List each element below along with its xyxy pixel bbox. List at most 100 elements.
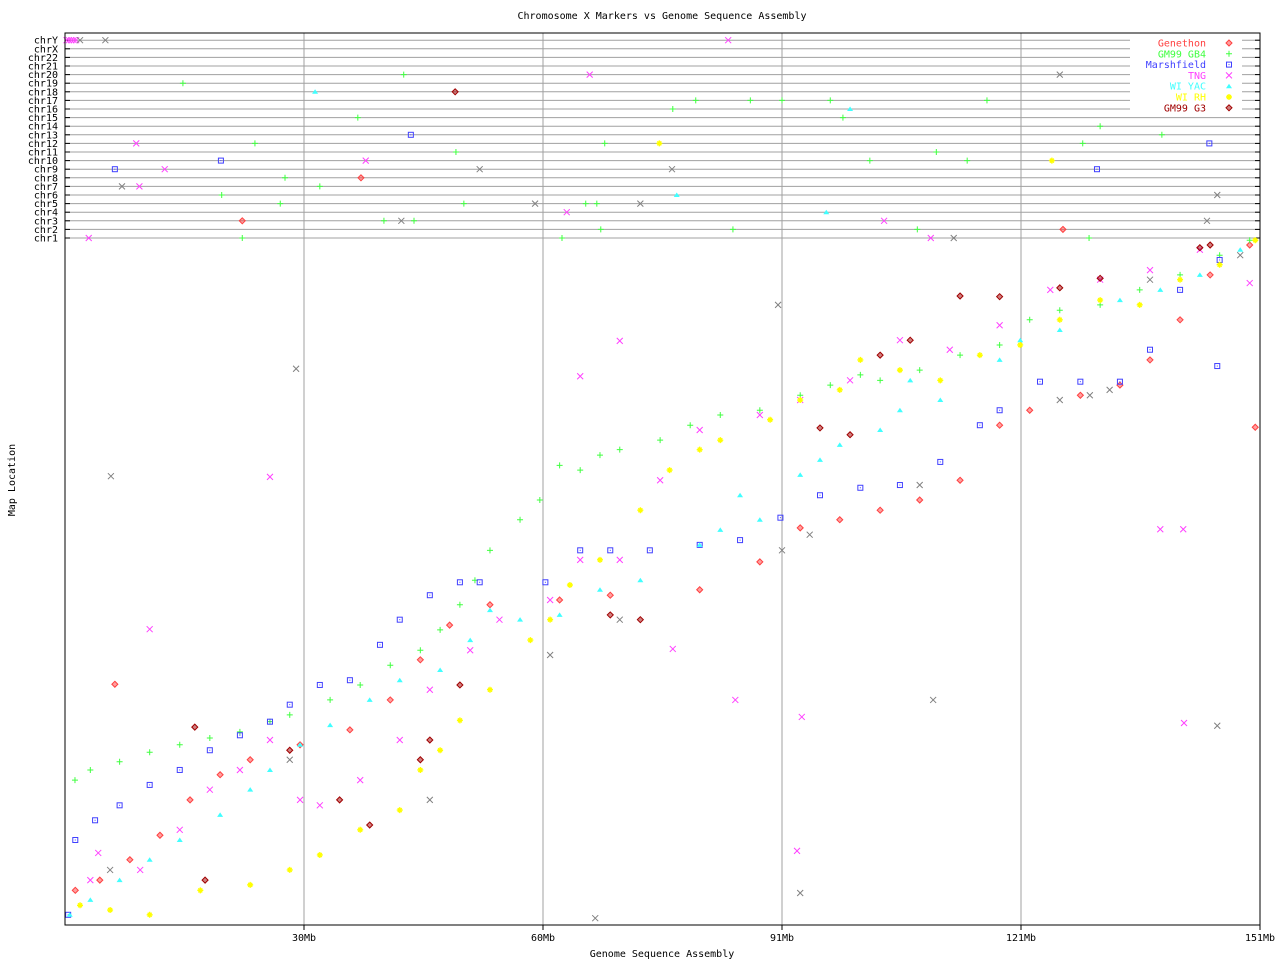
square-marker bbox=[111, 166, 118, 173]
square-marker bbox=[266, 718, 273, 725]
chromosome-label: chr14 bbox=[28, 122, 58, 133]
data-point bbox=[915, 496, 924, 504]
legend-label: Genethon bbox=[1158, 39, 1206, 50]
data-point bbox=[637, 507, 644, 514]
square-marker-dot bbox=[579, 549, 581, 551]
data-point bbox=[316, 851, 323, 858]
data-point bbox=[327, 696, 334, 703]
data-point bbox=[486, 547, 493, 554]
chromosome-data-point bbox=[933, 149, 940, 155]
data-point bbox=[577, 547, 584, 554]
data-point bbox=[416, 756, 425, 764]
data-point bbox=[896, 407, 903, 413]
chromosome-data-point bbox=[380, 217, 387, 224]
chromosome-label: chr2 bbox=[34, 225, 58, 236]
data-point bbox=[542, 579, 549, 586]
chromosome-data-point bbox=[400, 71, 407, 78]
data-point bbox=[116, 802, 123, 809]
square-marker-dot bbox=[399, 619, 401, 621]
chromosome-data-point bbox=[362, 157, 370, 164]
x-tick-label: 121Mb bbox=[1006, 933, 1036, 944]
data-point bbox=[71, 886, 79, 895]
data-point bbox=[1146, 266, 1154, 274]
square-marker-dot bbox=[939, 461, 941, 463]
chromosome-data-point bbox=[238, 217, 246, 225]
chromosome-data-point bbox=[673, 192, 680, 197]
square-marker-dot bbox=[1208, 142, 1210, 144]
data-point bbox=[1146, 356, 1154, 364]
data-point bbox=[857, 356, 864, 363]
data-point bbox=[929, 696, 937, 704]
square-marker-dot bbox=[1216, 365, 1218, 367]
chromosome-data-point bbox=[411, 217, 418, 224]
chromosome-label: chr3 bbox=[34, 216, 58, 227]
square-marker bbox=[346, 677, 353, 684]
data-point bbox=[836, 516, 844, 524]
square-marker-dot bbox=[609, 549, 611, 551]
data-point bbox=[365, 821, 374, 829]
chromosome-data-point bbox=[239, 235, 246, 241]
data-point bbox=[386, 696, 394, 704]
data-point bbox=[266, 718, 273, 725]
data-point bbox=[286, 756, 294, 764]
chromosome-data-point bbox=[70, 36, 78, 44]
data-point bbox=[426, 736, 434, 744]
data-point bbox=[1046, 286, 1054, 294]
square-marker-dot bbox=[74, 839, 76, 841]
data-point bbox=[486, 686, 493, 693]
data-point bbox=[737, 537, 744, 544]
data-point bbox=[1196, 272, 1203, 277]
square-marker bbox=[92, 817, 99, 824]
y-axis-label: Map Location bbox=[7, 444, 18, 516]
chromosome-data-point bbox=[880, 217, 888, 225]
chromosome-data-point bbox=[452, 149, 459, 155]
data-point bbox=[1056, 327, 1063, 332]
data-point bbox=[696, 446, 703, 453]
square-marker bbox=[1146, 346, 1153, 353]
data-point bbox=[731, 696, 739, 704]
data-point bbox=[857, 484, 864, 491]
square-marker-dot bbox=[239, 734, 241, 736]
data-point bbox=[466, 646, 474, 654]
square-marker bbox=[1214, 363, 1221, 370]
data-point bbox=[796, 524, 804, 532]
data-point bbox=[1180, 719, 1188, 727]
data-point bbox=[1177, 276, 1184, 283]
square-marker bbox=[456, 579, 463, 586]
legend-marker bbox=[1226, 50, 1232, 57]
chromosome-label: chr19 bbox=[28, 79, 58, 90]
square-marker-dot bbox=[544, 581, 546, 583]
data-point bbox=[767, 416, 774, 423]
data-point bbox=[316, 801, 324, 809]
chromosome-data-point bbox=[102, 36, 109, 44]
square-marker-dot bbox=[649, 549, 651, 551]
chromosome-data-point bbox=[65, 36, 73, 44]
chromosome-data-point bbox=[136, 183, 143, 190]
chromosome-data-point bbox=[729, 226, 736, 233]
chromosome-data-point bbox=[1079, 140, 1086, 147]
legend-marker bbox=[1226, 61, 1232, 68]
chromosome-points bbox=[63, 36, 1221, 242]
square-marker bbox=[607, 547, 614, 554]
gridlines bbox=[303, 33, 1022, 925]
data-point bbox=[247, 787, 254, 792]
data-point bbox=[536, 497, 543, 503]
chromosome-label: chr18 bbox=[28, 87, 58, 98]
data-point bbox=[696, 426, 704, 434]
data-point bbox=[616, 446, 623, 453]
square-marker bbox=[176, 766, 183, 773]
data-point bbox=[456, 681, 464, 689]
data-point bbox=[1214, 363, 1221, 370]
chromosome-label: chr17 bbox=[28, 96, 58, 107]
square-marker-dot bbox=[479, 581, 481, 583]
data-point bbox=[827, 382, 834, 389]
chromosome-label: chr20 bbox=[28, 70, 58, 81]
data-point bbox=[896, 336, 904, 344]
chromosome-data-point bbox=[85, 234, 93, 242]
square-marker-dot bbox=[429, 594, 431, 596]
square-marker-dot bbox=[94, 819, 96, 821]
data-point bbox=[576, 372, 584, 380]
data-point bbox=[1236, 251, 1244, 259]
data-point bbox=[937, 458, 944, 465]
